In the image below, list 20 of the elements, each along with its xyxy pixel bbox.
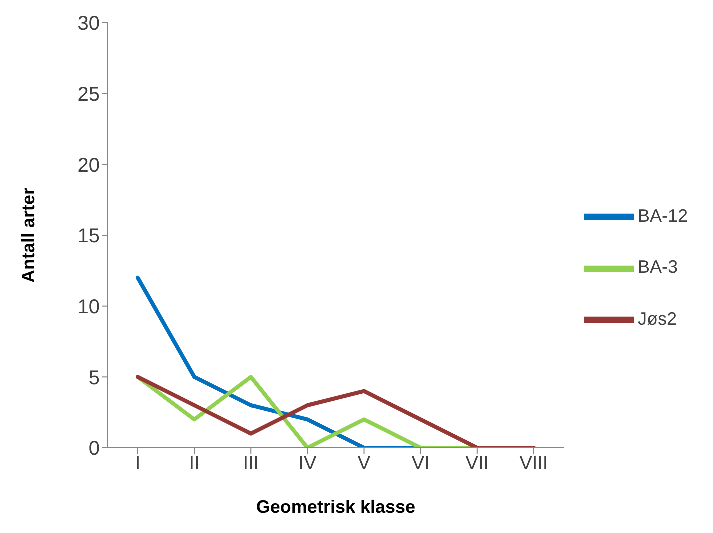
x-tick-label: VIII (520, 453, 548, 474)
y-tick-label: 10 (78, 296, 100, 318)
legend-label: Jøs2 (638, 308, 677, 329)
x-tick-label: VI (412, 453, 430, 474)
x-tick-label: VII (466, 453, 490, 474)
legend-label: BA-3 (638, 257, 678, 278)
y-tick-label: 15 (78, 226, 100, 248)
x-tick-label: V (358, 453, 371, 474)
x-tick-label: III (243, 453, 260, 474)
y-tick-label: 5 (88, 367, 100, 390)
y-tick-label: 25 (78, 84, 100, 106)
legend-label: BA-12 (638, 206, 688, 226)
y-axis-title: Antall arter (18, 188, 38, 284)
y-tick-label: 20 (78, 154, 100, 177)
x-tick-label: I (135, 453, 141, 474)
x-tick-label: II (189, 453, 200, 474)
x-axis-title: Geometrisk klasse (256, 497, 416, 517)
x-tick-label: IV (298, 453, 318, 474)
y-tick-label: 0 (88, 438, 100, 460)
y-tick-label: 30 (78, 13, 100, 36)
